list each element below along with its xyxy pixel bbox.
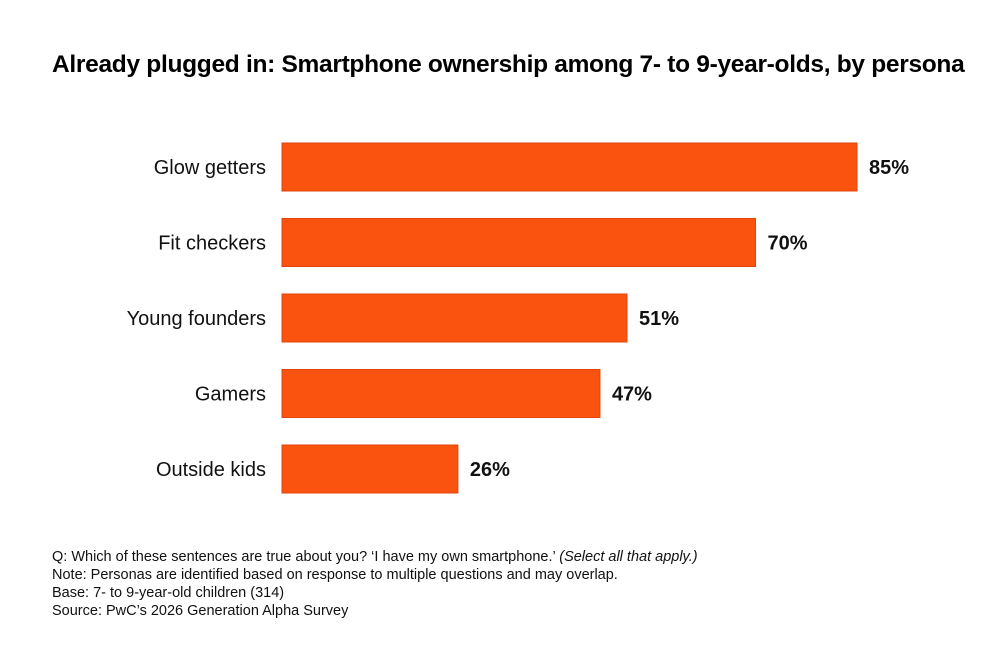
bar — [281, 293, 628, 343]
data-label: 47% — [612, 384, 652, 406]
persona-note: Note: Personas are identified based on r… — [52, 567, 618, 583]
bar — [281, 142, 858, 192]
bar — [281, 444, 459, 494]
category-label: Young founders — [127, 308, 266, 330]
question-text: Q: Which of these sentences are true abo… — [52, 549, 556, 565]
base-note: Base: 7- to 9-year-old children (314) — [52, 585, 285, 601]
category-label: Fit checkers — [158, 233, 266, 255]
chart-title: Already plugged in: Smartphone ownership… — [52, 51, 965, 78]
category-label: Gamers — [195, 384, 266, 406]
bar — [281, 369, 601, 418]
chart-notes: Q: Which of these sentences are true abo… — [52, 548, 698, 620]
question-note: Q: Which of these sentences are true abo… — [52, 548, 698, 566]
data-label: 70% — [768, 233, 808, 255]
question-instruction: (Select all that apply.) — [559, 549, 698, 565]
bar — [281, 218, 757, 267]
data-label: 26% — [470, 459, 510, 481]
source-note: Source: PwC’s 2026 Generation Alpha Surv… — [52, 603, 349, 619]
category-label: Outside kids — [156, 459, 266, 481]
data-label: 85% — [869, 157, 909, 179]
data-label: 51% — [639, 308, 679, 330]
category-label: Glow getters — [154, 157, 266, 179]
